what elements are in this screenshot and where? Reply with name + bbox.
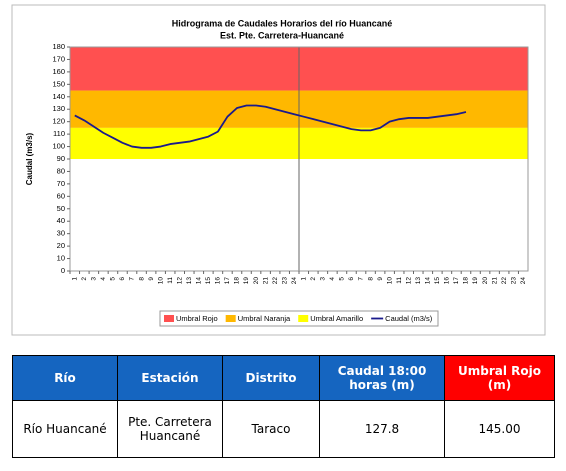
y-tick-label: 80 [57, 166, 65, 175]
chart: Hidrograma de Caudales Horarios del río … [11, 4, 546, 336]
x-tick-label: 4 [100, 277, 107, 281]
x-tick-label: 10 [386, 277, 393, 285]
x-tick-label: 9 [377, 277, 384, 281]
header-cell: Umbral Rojo (m) [444, 355, 555, 401]
x-tick-label: 13 [415, 277, 422, 285]
x-tick-label: 18 [234, 277, 241, 285]
x-tick-label: 19 [243, 277, 250, 285]
x-tick-label: 3 [91, 277, 98, 281]
cell: 145.00 [444, 400, 555, 458]
x-tick-label: 21 [491, 277, 498, 285]
x-tick-label: 16 [215, 277, 222, 285]
x-tick-label: 18 [463, 277, 470, 285]
x-tick-label: 5 [339, 277, 346, 281]
x-tick-label: 20 [253, 277, 260, 285]
cell: Río Huancané [12, 400, 118, 458]
legend-label: Umbral Amarillo [310, 314, 363, 323]
cell: 127.8 [319, 400, 445, 458]
x-tick-label: 12 [176, 277, 183, 285]
x-tick-label: 1 [300, 277, 307, 281]
x-tick-label: 1 [71, 277, 78, 281]
x-tick-label: 14 [196, 277, 203, 285]
y-tick-label: 160 [52, 67, 65, 76]
legend-swatch [164, 315, 174, 322]
legend-label: Umbral Rojo [176, 314, 218, 323]
y-axis-label: Caudal (m3/s) [25, 132, 34, 185]
x-tick-label: 11 [167, 277, 174, 284]
y-tick-label: 70 [57, 179, 65, 188]
x-tick-label: 21 [262, 277, 269, 285]
y-tick-label: 10 [57, 254, 65, 263]
x-tick-label: 14 [425, 277, 432, 285]
y-tick-label: 100 [52, 142, 65, 151]
cell: Taraco [222, 400, 320, 458]
x-tick-label: 17 [224, 277, 231, 285]
chart-subtitle: Est. Pte. Carretera-Huancané [220, 30, 344, 40]
y-tick-label: 180 [52, 42, 65, 51]
chart-title: Hidrograma de Caudales Horarios del río … [172, 18, 393, 28]
x-tick-label: 8 [367, 277, 374, 281]
y-tick-label: 0 [61, 266, 65, 275]
header-cell: Río [12, 355, 118, 401]
header-cell: Caudal 18:00 horas (m) [319, 355, 445, 401]
x-tick-label: 22 [501, 277, 508, 285]
x-tick-label: 4 [329, 277, 336, 281]
y-tick-label: 40 [57, 216, 65, 225]
legend-label: Caudal (m3/s) [385, 314, 433, 323]
x-tick-label: 13 [186, 277, 193, 285]
x-tick-label: 3 [320, 277, 327, 281]
x-tick-label: 2 [81, 277, 88, 281]
x-tick-label: 16 [444, 277, 451, 285]
x-tick-label: 7 [358, 277, 365, 281]
y-tick-label: 90 [57, 154, 65, 163]
x-tick-label: 24 [520, 277, 527, 285]
x-tick-label: 24 [291, 277, 298, 285]
x-tick-label: 9 [148, 277, 155, 281]
legend-swatch [298, 315, 309, 322]
x-tick-label: 20 [482, 277, 489, 285]
legend-label: Umbral Naranja [238, 314, 291, 323]
y-tick-label: 110 [53, 129, 65, 138]
y-tick-label: 150 [52, 79, 65, 88]
cell: Pte. Carretera Huancané [117, 400, 223, 458]
x-tick-label: 15 [205, 277, 212, 285]
y-tick-label: 120 [52, 117, 65, 126]
y-tick-label: 60 [57, 191, 65, 200]
data-line [74, 104, 467, 149]
x-tick-label: 5 [110, 277, 117, 281]
x-tick-label: 17 [453, 277, 460, 285]
x-tick-label: 6 [348, 277, 355, 281]
x-tick-label: 19 [472, 277, 479, 285]
x-tick-label: 23 [510, 277, 517, 285]
table: Río Estación Distrito Caudal 18:00 horas… [12, 355, 555, 458]
y-tick-label: 20 [57, 241, 65, 250]
header-cell: Distrito [222, 355, 320, 401]
y-tick-label: 130 [52, 104, 65, 113]
x-tick-label: 11 [396, 277, 403, 284]
y-tick-label: 170 [52, 54, 65, 63]
y-tick-label: 50 [57, 204, 65, 213]
y-tick-label: 30 [57, 229, 65, 238]
x-tick-label: 23 [281, 277, 288, 285]
x-tick-label: 6 [119, 277, 126, 281]
x-tick-label: 12 [405, 277, 412, 285]
legend-swatch [225, 315, 236, 322]
y-tick-label: 140 [52, 92, 65, 101]
x-tick-label: 2 [310, 277, 317, 281]
x-tick-label: 7 [129, 277, 136, 281]
header-cell: Estación [117, 355, 223, 401]
x-tick-label: 8 [138, 277, 145, 281]
x-tick-label: 22 [272, 277, 279, 285]
x-tick-label: 15 [434, 277, 441, 285]
x-tick-label: 10 [157, 277, 164, 285]
